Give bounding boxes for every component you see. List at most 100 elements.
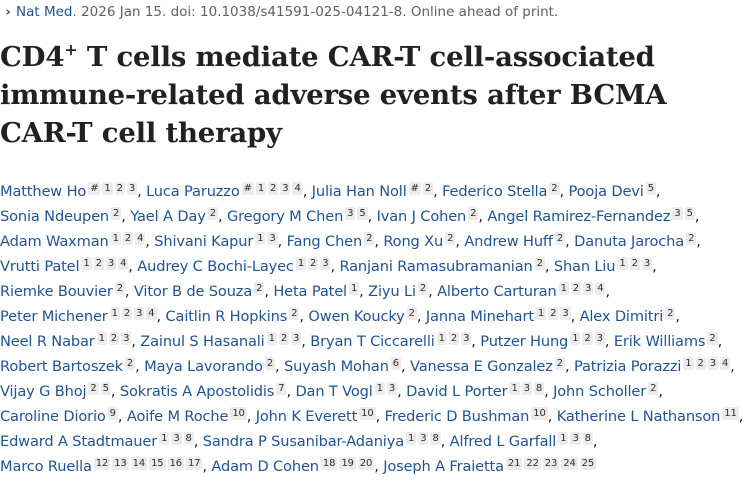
author-name-link[interactable]: Yael A Day xyxy=(130,208,206,225)
author-name-link[interactable]: Heta Patel xyxy=(273,283,347,300)
affiliation-badge[interactable]: 1 xyxy=(683,357,694,370)
author-name-link[interactable]: Owen Koucky xyxy=(308,308,405,325)
affiliation-badge[interactable]: 5 xyxy=(645,182,656,195)
author-name-link[interactable]: Angel Ramirez-Fernandez xyxy=(487,208,671,225)
affiliation-badge[interactable]: 1 xyxy=(159,432,170,445)
affiliation-badge[interactable]: 1 xyxy=(617,257,628,270)
affiliation-badge[interactable]: 5 xyxy=(357,207,368,220)
author-name-link[interactable]: Rong Xu xyxy=(383,233,444,250)
affiliation-badge[interactable]: 3 xyxy=(641,257,653,270)
author-name-link[interactable]: Alberto Carturan xyxy=(437,283,557,300)
author-name-link[interactable]: Vijay G Bhoj xyxy=(0,383,87,400)
affiliation-badge[interactable]: 18 xyxy=(320,457,338,470)
affiliation-badge[interactable]: # xyxy=(88,182,101,195)
author-name-link[interactable]: Pooja Devi xyxy=(568,183,644,200)
affiliation-badge[interactable]: 3 xyxy=(345,207,356,220)
affiliation-badge[interactable]: 12 xyxy=(93,457,111,470)
affiliation-badge[interactable]: 11 xyxy=(722,407,739,420)
affiliation-badge[interactable]: 2 xyxy=(570,282,581,295)
affiliation-badge[interactable]: 2 xyxy=(124,357,136,370)
affiliation-badge[interactable]: 2 xyxy=(707,332,718,345)
affiliation-badge[interactable]: 4 xyxy=(146,307,157,320)
affiliation-badge[interactable]: 3 xyxy=(583,282,594,295)
affiliation-badge[interactable]: 2 xyxy=(534,257,545,270)
author-name-link[interactable]: Caroline Diorio xyxy=(0,408,106,425)
affiliation-badge[interactable]: 2 xyxy=(111,207,122,220)
affiliation-badge[interactable]: 4 xyxy=(135,232,146,245)
author-name-link[interactable]: David L Porter xyxy=(406,383,508,400)
author-name-link[interactable]: Riemke Bouvier xyxy=(0,283,113,300)
affiliation-badge[interactable]: 2 xyxy=(422,182,434,195)
author-name-link[interactable]: Adam D Cohen xyxy=(211,458,319,475)
author-name-link[interactable]: Neel R Nabar xyxy=(0,333,95,350)
author-name-link[interactable]: Dan T Vogl xyxy=(295,383,373,400)
affiliation-badge[interactable]: 8 xyxy=(582,432,593,445)
affiliation-badge[interactable]: 1 xyxy=(81,257,92,270)
affiliation-badge[interactable]: 10 xyxy=(230,407,247,420)
affiliation-badge[interactable]: 2 xyxy=(549,182,560,195)
affiliation-badge[interactable]: 3 xyxy=(594,332,605,345)
affiliation-badge[interactable]: 3 xyxy=(121,332,132,345)
affiliation-badge[interactable]: 3 xyxy=(134,307,145,320)
affiliation-badge[interactable]: 2 xyxy=(417,282,429,295)
affiliation-badge[interactable]: 13 xyxy=(112,457,129,470)
author-name-link[interactable]: Vrutti Patel xyxy=(0,258,80,275)
author-name-link[interactable]: Danuta Jarocha xyxy=(574,233,685,250)
affiliation-badge[interactable]: 2 xyxy=(108,332,120,345)
affiliation-badge[interactable]: 1 xyxy=(406,432,417,445)
author-name-link[interactable]: Edward A Stadtmauer xyxy=(0,433,158,450)
author-name-link[interactable]: Janna Minehart xyxy=(425,308,534,325)
affiliation-badge[interactable]: 3 xyxy=(320,257,331,270)
affiliation-badge[interactable]: 2 xyxy=(548,307,559,320)
affiliation-badge[interactable]: 3 xyxy=(672,207,683,220)
affiliation-badge[interactable]: 3 xyxy=(105,257,117,270)
affiliation-badge[interactable]: 25 xyxy=(579,457,597,470)
affiliation-badge[interactable]: 2 xyxy=(695,357,706,370)
author-name-link[interactable]: Vanessa E Gonzalez xyxy=(410,358,553,375)
author-name-link[interactable]: Patrizia Porazzi xyxy=(574,358,682,375)
author-name-link[interactable]: Sonia Ndeupen xyxy=(0,208,110,225)
affiliation-badge[interactable]: 2 xyxy=(686,232,697,245)
author-name-link[interactable]: Sokratis A Apostolidis xyxy=(119,383,275,400)
affiliation-badge[interactable]: 3 xyxy=(521,382,532,395)
author-name-link[interactable]: Joseph A Fraietta xyxy=(383,458,504,475)
author-name-link[interactable]: John K Everett xyxy=(255,408,358,425)
affiliation-badge[interactable]: 5 xyxy=(100,382,111,395)
affiliation-badge[interactable]: 14 xyxy=(130,457,148,470)
affiliation-badge[interactable]: 1 xyxy=(535,307,547,320)
author-name-link[interactable]: Caitlin R Hopkins xyxy=(165,308,288,325)
affiliation-badge[interactable]: 2 xyxy=(445,232,456,245)
affiliation-badge[interactable]: 19 xyxy=(339,457,356,470)
affiliation-badge[interactable]: 1 xyxy=(255,182,267,195)
affiliation-badge[interactable]: 2 xyxy=(554,357,565,370)
affiliation-badge[interactable]: 2 xyxy=(554,232,566,245)
chevron-right-icon[interactable]: › xyxy=(5,4,11,20)
affiliation-badge[interactable]: 2 xyxy=(582,332,593,345)
author-name-link[interactable]: Alfred L Garfall xyxy=(449,433,557,450)
affiliation-badge[interactable]: 6 xyxy=(390,357,402,370)
affiliation-badge[interactable]: 2 xyxy=(114,282,125,295)
affiliation-badge[interactable]: 5 xyxy=(684,207,695,220)
author-name-link[interactable]: Aoife M Roche xyxy=(126,408,229,425)
affiliation-badge[interactable]: 2 xyxy=(268,182,279,195)
affiliation-badge[interactable]: 24 xyxy=(561,457,578,470)
affiliation-badge[interactable]: 2 xyxy=(114,182,125,195)
affiliation-badge[interactable]: 2 xyxy=(308,257,319,270)
affiliation-badge[interactable]: 17 xyxy=(185,457,203,470)
affiliation-badge[interactable]: 2 xyxy=(289,307,300,320)
affiliation-badge[interactable]: 4 xyxy=(118,257,129,270)
affiliation-badge[interactable]: 1 xyxy=(374,382,385,395)
affiliation-badge[interactable]: 1 xyxy=(109,307,120,320)
affiliation-badge[interactable]: 10 xyxy=(359,407,376,420)
affiliation-badge[interactable]: 15 xyxy=(149,457,166,470)
author-name-link[interactable]: Matthew Ho xyxy=(0,183,87,200)
affiliation-badge[interactable]: 2 xyxy=(121,307,133,320)
author-name-link[interactable]: Zainul S Hasanali xyxy=(140,333,265,350)
affiliation-badge[interactable]: 4 xyxy=(595,282,606,295)
author-name-link[interactable]: Ziyu Li xyxy=(368,283,416,300)
author-name-link[interactable]: Marco Ruella xyxy=(0,458,92,475)
author-name-link[interactable]: Adam Waxman xyxy=(0,233,109,250)
affiliation-badge[interactable]: 2 xyxy=(448,332,460,345)
author-name-link[interactable]: Erik Williams xyxy=(613,333,706,350)
author-name-link[interactable]: Putzer Hung xyxy=(480,333,569,350)
